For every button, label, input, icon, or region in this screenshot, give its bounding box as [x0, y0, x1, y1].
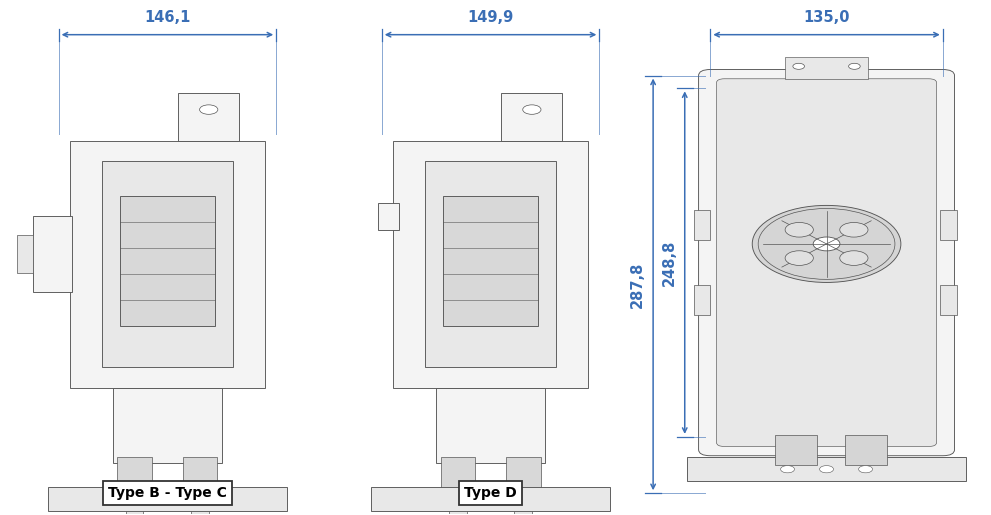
Circle shape — [814, 237, 840, 251]
Bar — [178, 93, 239, 141]
Bar — [126, 505, 144, 515]
Bar — [449, 505, 467, 515]
Bar — [436, 388, 545, 464]
Bar — [102, 161, 233, 367]
Bar — [443, 196, 538, 326]
Text: Type B - Type C: Type B - Type C — [108, 486, 227, 500]
Text: Type D: Type D — [464, 486, 517, 500]
Circle shape — [785, 222, 814, 237]
Circle shape — [839, 251, 868, 265]
Circle shape — [785, 251, 814, 265]
Bar — [514, 505, 532, 515]
Circle shape — [752, 205, 901, 282]
Text: 135,0: 135,0 — [804, 10, 850, 25]
FancyBboxPatch shape — [716, 79, 936, 447]
Bar — [425, 161, 556, 367]
Circle shape — [820, 466, 833, 473]
Bar — [191, 505, 209, 515]
Bar — [113, 388, 222, 464]
Bar — [117, 457, 153, 505]
Text: 287,8: 287,8 — [630, 261, 645, 307]
Bar — [18, 235, 33, 273]
Bar — [48, 487, 287, 511]
Circle shape — [781, 466, 795, 473]
Bar — [687, 457, 966, 482]
Bar — [378, 202, 399, 230]
Bar — [182, 457, 217, 505]
Text: 149,9: 149,9 — [468, 10, 513, 25]
Circle shape — [199, 105, 218, 114]
Circle shape — [793, 63, 805, 70]
Bar — [501, 93, 562, 141]
FancyBboxPatch shape — [699, 70, 954, 456]
Circle shape — [858, 466, 872, 473]
Circle shape — [839, 222, 868, 237]
Bar — [940, 210, 956, 240]
Bar — [392, 141, 589, 388]
Bar — [776, 435, 818, 465]
Bar — [785, 57, 868, 79]
Bar — [69, 141, 266, 388]
Text: 146,1: 146,1 — [145, 10, 190, 25]
Bar — [441, 457, 476, 505]
Circle shape — [522, 105, 541, 114]
Bar — [33, 216, 71, 292]
Bar — [120, 196, 215, 326]
Bar — [371, 487, 610, 511]
Bar — [694, 285, 711, 315]
Bar — [845, 435, 887, 465]
Bar — [940, 285, 956, 315]
Text: 248,8: 248,8 — [661, 239, 677, 286]
Circle shape — [848, 63, 860, 70]
Bar — [505, 457, 540, 505]
Bar — [694, 210, 711, 240]
